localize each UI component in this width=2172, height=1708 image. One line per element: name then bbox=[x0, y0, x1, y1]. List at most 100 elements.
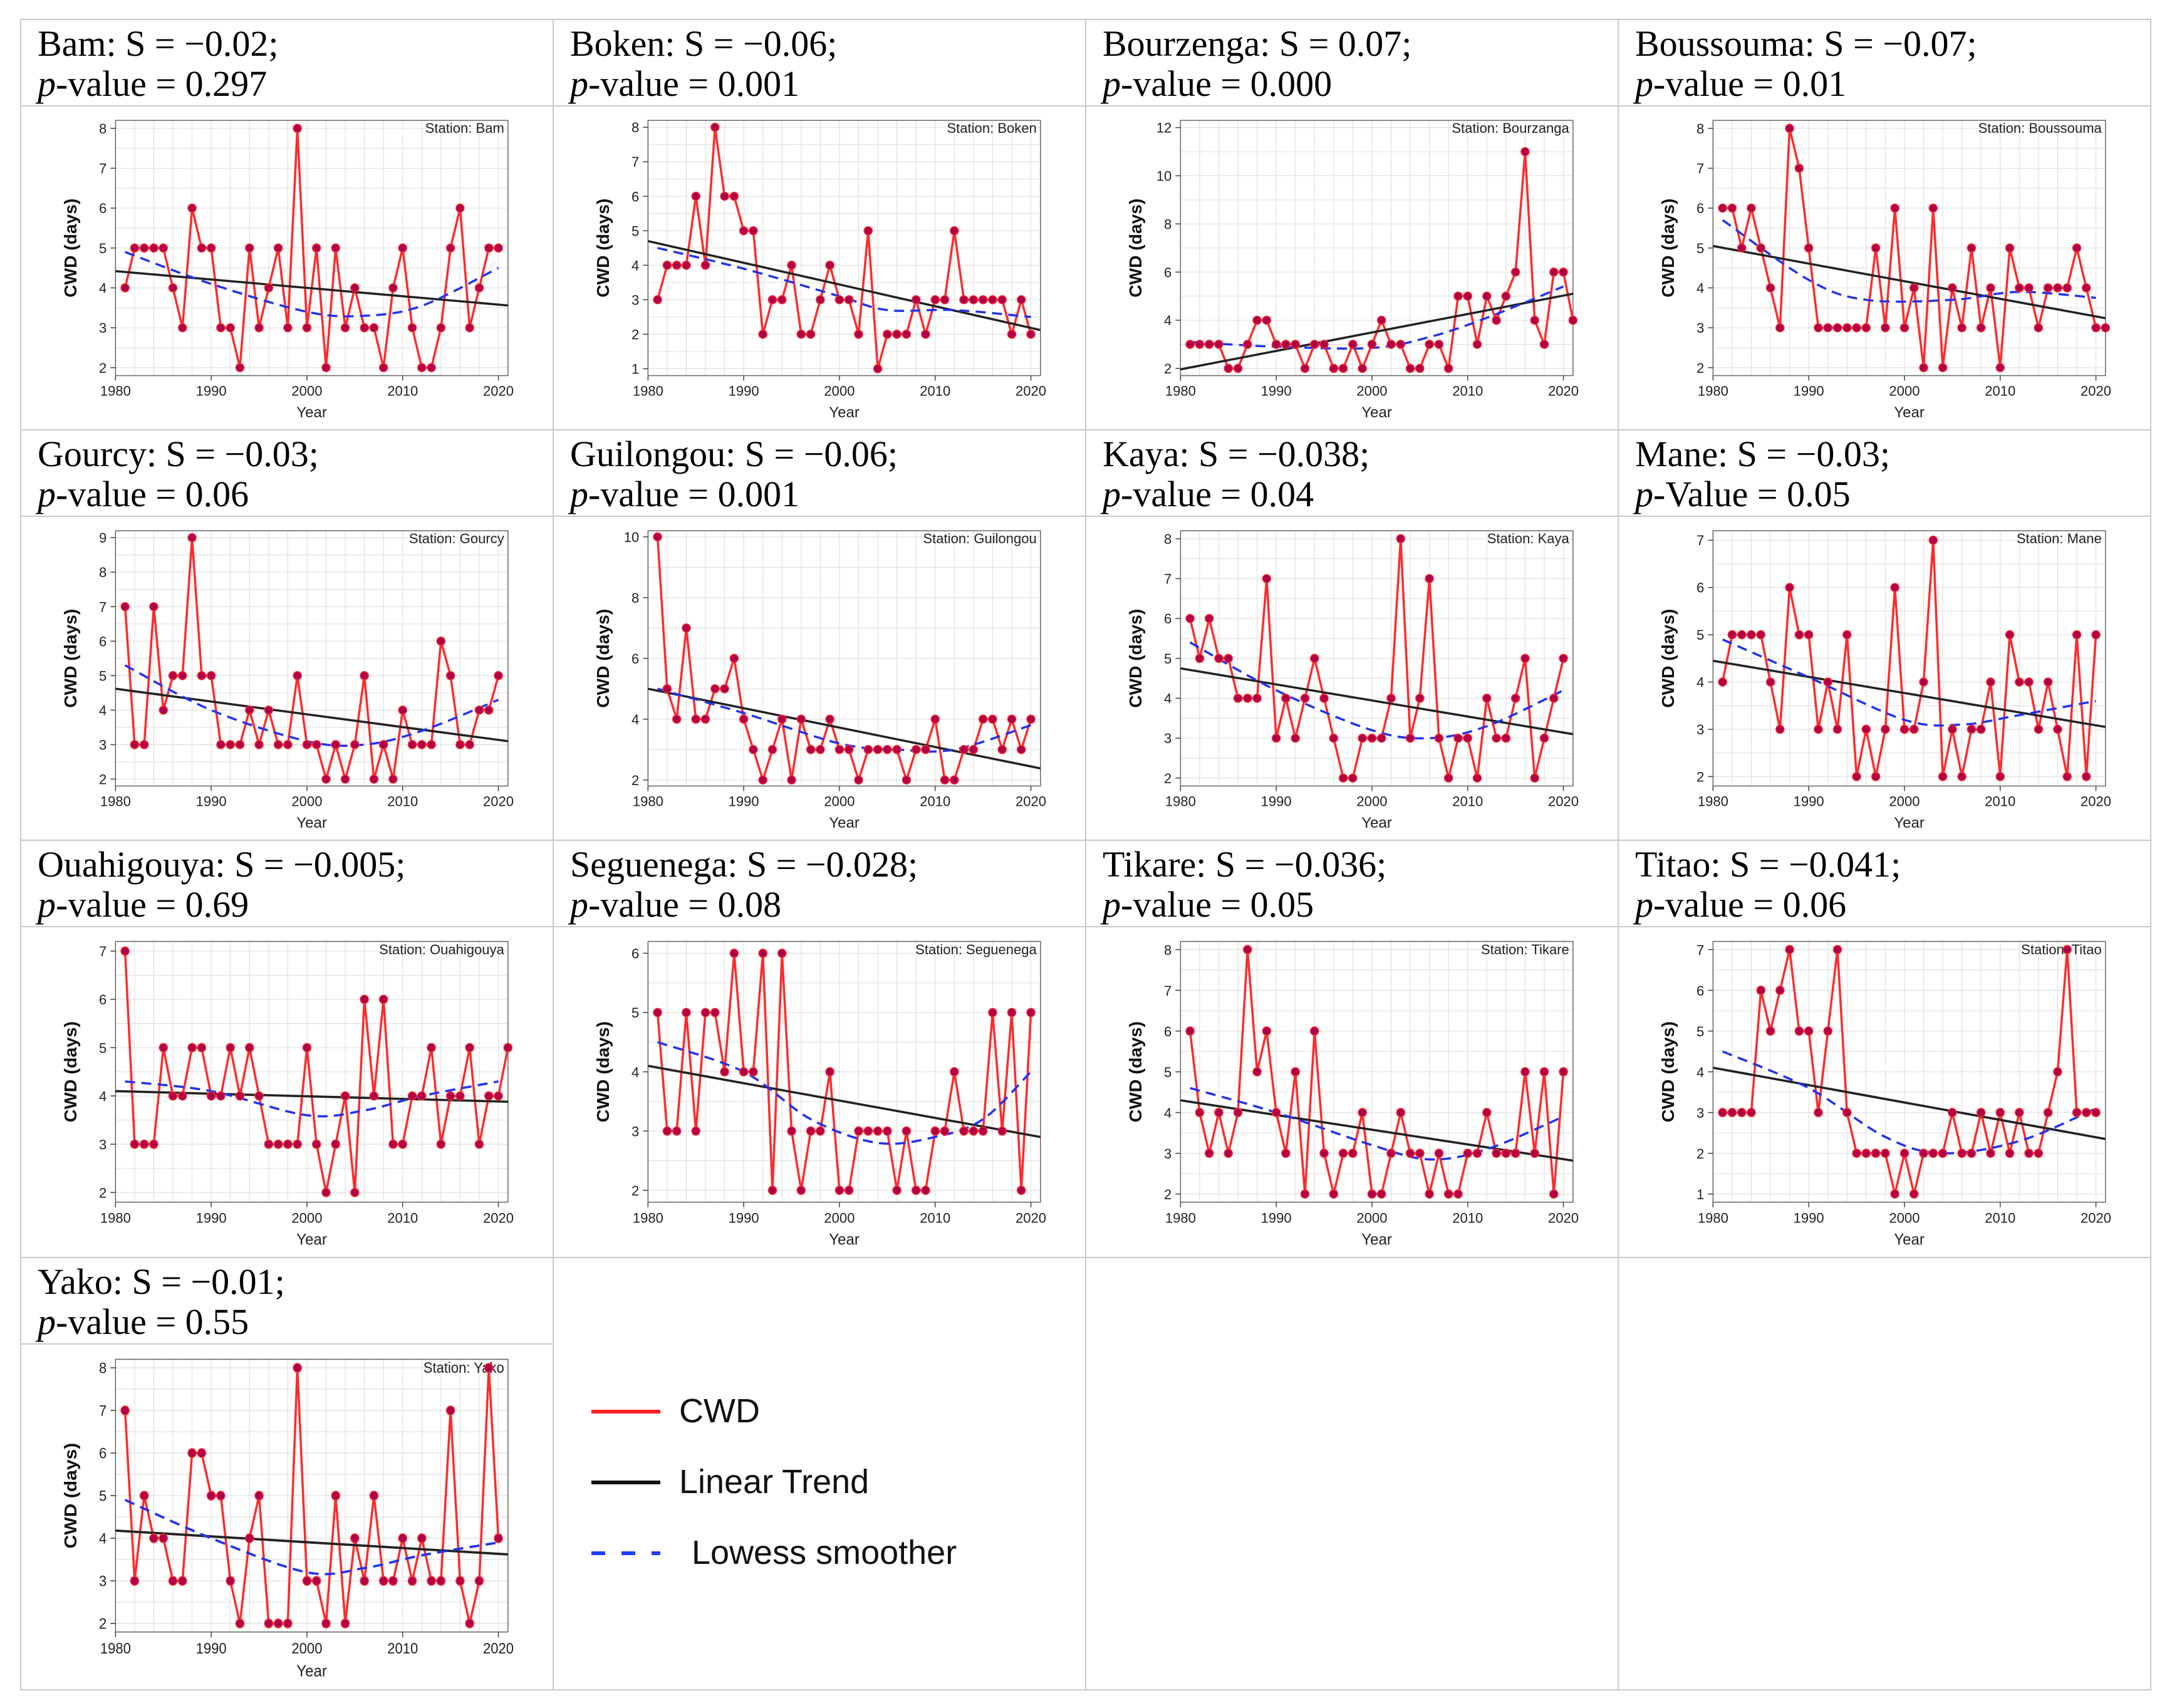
x-tick-label: 2000 bbox=[1889, 383, 1920, 399]
cwd-point bbox=[1957, 323, 1967, 333]
x-tick-label: 2000 bbox=[1356, 383, 1387, 399]
cwd-markers bbox=[1718, 123, 2111, 373]
linear-trend-line bbox=[115, 269, 508, 307]
y-tick-label: 8 bbox=[631, 590, 639, 606]
cwd-point bbox=[2082, 283, 2091, 293]
y-tick-label: 5 bbox=[1697, 627, 1704, 643]
cwd-point bbox=[1443, 773, 1453, 783]
cwd-point bbox=[1007, 714, 1017, 724]
cwd-point bbox=[1727, 203, 1737, 213]
y-tick-label: 1 bbox=[631, 362, 639, 377]
cwd-point bbox=[360, 671, 369, 680]
cwd-point bbox=[902, 1126, 912, 1136]
cwd-point bbox=[1530, 1148, 1539, 1159]
cwd-point bbox=[226, 323, 235, 333]
cwd-point bbox=[710, 684, 720, 694]
cwd-point bbox=[1568, 315, 1578, 325]
x-tick-label: 1980 bbox=[100, 1640, 131, 1657]
cwd-point bbox=[950, 1067, 959, 1077]
plot-area: Station: Boken 1 2 3 4 5 6 7 8 1980 1990 2000 2010 20… bbox=[554, 108, 1085, 429]
y-tick-label: 4 bbox=[99, 702, 107, 718]
y-tick-label: 6 bbox=[99, 200, 107, 216]
x-tick-label: 1980 bbox=[1165, 1210, 1196, 1226]
cwd-point bbox=[1338, 363, 1348, 373]
cwd-point bbox=[1520, 1067, 1530, 1077]
x-tick-label: 2000 bbox=[291, 1210, 322, 1226]
y-tick-label: 5 bbox=[631, 223, 639, 239]
station-title: Station: Tikare bbox=[1481, 942, 1569, 957]
cwd-point bbox=[767, 1185, 777, 1195]
cwd-point bbox=[216, 1491, 226, 1501]
cwd-point bbox=[902, 330, 912, 339]
cwd-point bbox=[1007, 1008, 1017, 1018]
cwd-point bbox=[445, 1091, 455, 1101]
y-tick-label: 5 bbox=[1697, 241, 1704, 256]
cwd-point bbox=[1386, 694, 1396, 703]
cwd-point bbox=[1756, 986, 1766, 996]
cwd-point bbox=[1271, 733, 1281, 743]
cwd-point bbox=[427, 1043, 436, 1053]
cwd-point bbox=[1204, 613, 1214, 623]
cwd-point bbox=[729, 191, 739, 201]
x-tick-label: 1980 bbox=[1165, 383, 1196, 399]
cwd-point bbox=[700, 714, 710, 724]
cwd-point bbox=[1367, 1189, 1377, 1199]
cwd-point bbox=[1252, 694, 1262, 703]
cwd-point bbox=[1195, 340, 1205, 349]
x-tick-label: 2000 bbox=[824, 383, 855, 399]
cwd-point bbox=[1727, 1108, 1737, 1118]
y-tick-label: 6 bbox=[1697, 983, 1704, 999]
cwd-point bbox=[653, 532, 662, 542]
cwd-point bbox=[283, 323, 293, 333]
y-tick-label: 3 bbox=[99, 737, 107, 752]
x-tick-label: 2000 bbox=[1356, 1210, 1387, 1226]
cwd-point bbox=[378, 363, 388, 373]
station-title: Station: Seguenega bbox=[915, 942, 1037, 957]
cwd-point bbox=[1530, 315, 1539, 325]
plot-frame bbox=[115, 530, 509, 787]
cwd-point bbox=[1463, 291, 1473, 301]
cwd-point bbox=[158, 1533, 169, 1543]
cwd-point bbox=[940, 775, 950, 785]
x-tick-label: 1980 bbox=[1165, 794, 1196, 810]
cwd-point bbox=[168, 1576, 178, 1586]
cwd-point bbox=[120, 1405, 130, 1415]
cwd-point bbox=[2062, 283, 2072, 293]
cwd-point bbox=[1559, 267, 1568, 277]
cwd-chart: Station: Gourcy 2 3 4 5 6 7 8 9 1980 1990 2000 2010 2… bbox=[61, 530, 514, 831]
cwd-point bbox=[1794, 630, 1804, 640]
cwd-point bbox=[1842, 630, 1852, 640]
panel-pvalue: p-value = 0.297 bbox=[38, 63, 268, 104]
panel-statistic: Boken: S = −0.06; bbox=[570, 23, 838, 64]
cwd-point bbox=[350, 1187, 360, 1197]
station-panel-guilongou: Guilongou: S = −0.06; p-value = 0.001 Stat… bbox=[554, 430, 1086, 841]
cwd-point bbox=[2053, 283, 2062, 293]
cwd-point bbox=[1520, 654, 1530, 664]
cwd-point bbox=[1233, 1108, 1243, 1118]
legend-item-cwd: CWD bbox=[573, 1387, 1011, 1437]
y-tick-label: 3 bbox=[1164, 1146, 1172, 1162]
cwd-point bbox=[436, 1139, 446, 1149]
cwd-point bbox=[235, 1618, 245, 1628]
cwd-point bbox=[1794, 1026, 1804, 1036]
cwd-markers bbox=[1718, 945, 2101, 1199]
cwd-point bbox=[796, 1185, 806, 1195]
y-tick-label: 6 bbox=[631, 945, 639, 961]
panel-header: Bourzenga: S = 0.07; p-value = 0.000 bbox=[1086, 20, 1618, 107]
x-tick-label: 2020 bbox=[1548, 794, 1579, 810]
cwd-point bbox=[1425, 574, 1434, 583]
panel-header: Boussouma: S = −0.07; p-value = 0.01 bbox=[1619, 20, 2150, 107]
y-axis-label: CWD (days) bbox=[594, 1021, 614, 1122]
chart-legend: CWD Linear Trend Lowess smoother bbox=[573, 1352, 1011, 1615]
cwd-point bbox=[1271, 1108, 1281, 1118]
cwd-point bbox=[1017, 745, 1026, 754]
cwd-point bbox=[1310, 340, 1319, 349]
cwd-point bbox=[1909, 724, 1919, 734]
cwd-point bbox=[1434, 340, 1444, 349]
x-tick-label: 1980 bbox=[1698, 1210, 1728, 1226]
y-tick-label: 2 bbox=[631, 773, 639, 788]
x-tick-label: 1990 bbox=[196, 1640, 227, 1657]
cwd-point bbox=[1823, 323, 1832, 333]
cwd-point bbox=[2005, 1148, 2015, 1159]
y-tick-label: 5 bbox=[1164, 651, 1172, 667]
